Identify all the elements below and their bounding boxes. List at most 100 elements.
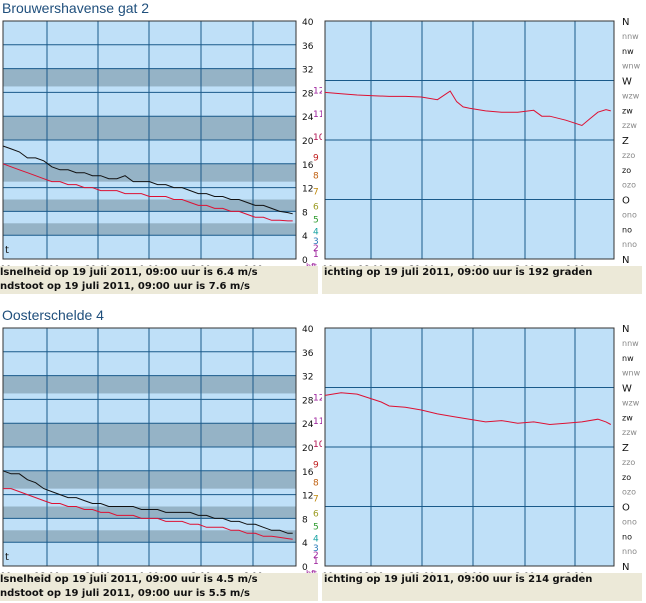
direction-tick-label: zzo [622, 151, 635, 160]
bft-tick-label: 1 [313, 250, 319, 260]
direction-tick-label: O [622, 503, 630, 514]
direction-tick-label: wnw [622, 369, 641, 378]
gust-status-text: ndstoot op 19 juli 2011, 09:00 uur is 7.… [0, 281, 250, 292]
time-tick-label: 3.00 [515, 265, 535, 266]
wind-speed-chart: 0481216202428323640123456789101112bft001… [0, 325, 322, 573]
bft-tick-label: 3 [313, 544, 319, 554]
direction-tick-label: W [622, 384, 632, 395]
bft-tick-label: 12 [313, 86, 322, 96]
bft-tick-label: 4 [313, 227, 319, 237]
ms-tick-label: 28 [302, 89, 314, 99]
bft-tick-label: 8 [313, 172, 319, 182]
ms-tick-label: 20 [302, 137, 314, 147]
direction-tick-label: no [622, 532, 632, 541]
bft-tick-label: 1 [313, 557, 319, 567]
time-tick-label: 18.00 [34, 265, 60, 266]
bft-tick-label: 10 [313, 133, 322, 143]
speed-series-line [3, 488, 293, 540]
bft-tick-label: 4 [313, 534, 319, 544]
direction-status-text: ichting op 19 juli 2011, 09:00 uur is 21… [324, 574, 593, 585]
bft-tick-label: 8 [313, 479, 319, 489]
direction-tick-label: Z [622, 443, 629, 454]
plot-frame [2, 327, 297, 567]
ms-tick-label: 40 [302, 325, 314, 335]
ms-tick-label: 12 [302, 492, 313, 502]
direction-tick-label: zo [622, 473, 631, 482]
direction-tick-label: nno [622, 547, 637, 556]
ms-tick-label: 4 [302, 232, 308, 242]
ms-tick-label: 20 [302, 444, 314, 454]
status-bar-speed: lsnelheid op 19 juli 2011, 09:00 uur is … [0, 266, 318, 294]
direction-tick-label: N [622, 562, 629, 573]
speed-series-line [2, 163, 293, 222]
time-tick-label: 6.00 [243, 572, 263, 573]
ms-tick-label: 0 [302, 563, 308, 573]
direction-tick-label: zzo [622, 458, 635, 467]
direction-tick-label: no [622, 225, 632, 234]
bft-tick-label: 9 [313, 154, 319, 164]
direction-tick-label: zw [622, 413, 633, 422]
direction-tick-label: zo [622, 166, 631, 175]
ms-tick-label: 0 [302, 256, 308, 266]
time-tick-label: 18.00 [358, 572, 384, 573]
direction-tick-label: zzw [622, 428, 637, 437]
direction-tick-label: ono [622, 517, 637, 526]
direction-tick-label: zw [622, 106, 633, 115]
direction-tick-label: N [622, 325, 629, 335]
ms-tick-label: 36 [302, 349, 314, 359]
time-tick-label: 00 [0, 265, 12, 266]
direction-tick-label: nw [622, 354, 634, 363]
gust-status-text: ndstoot op 19 juli 2011, 09:00 uur is 5.… [0, 588, 250, 599]
plot-frame [324, 327, 615, 567]
ms-tick-label: 32 [302, 373, 313, 383]
ms-tick-label: 12 [302, 185, 313, 195]
bft-tick-label: 9 [313, 461, 319, 471]
ms-tick-label: 24 [302, 113, 314, 123]
ms-tick-label: 16 [302, 468, 314, 478]
ms-tick-label: 16 [302, 161, 314, 171]
bft-tick-label: 5 [313, 523, 319, 533]
ms-tick-label: 8 [302, 515, 308, 525]
bft-tick-label: 12 [313, 393, 322, 403]
time-tick-label: 0.00 [463, 265, 483, 266]
bft-tick-label: 5 [313, 216, 319, 226]
bft-unit-label: bft [306, 569, 317, 573]
time-tick-label: 00 [322, 265, 334, 266]
time-tick-label: 21.00 [85, 265, 111, 266]
direction-tick-label: ono [622, 210, 637, 219]
direction-series-line [324, 90, 611, 127]
gust-series-line [2, 145, 293, 215]
ms-tick-label: 36 [302, 42, 314, 52]
time-tick-label: 18.00 [358, 265, 384, 266]
status-bar-direction: ichting op 19 juli 2011, 09:00 uur is 19… [322, 266, 642, 294]
time-tick-label: 0.00 [463, 572, 483, 573]
direction-series-line [324, 392, 612, 426]
gust-series-line [2, 470, 293, 534]
direction-tick-label: nnw [622, 32, 639, 41]
time-tick-label: 6.00 [243, 265, 263, 266]
wind-speed-chart: 0481216202428323640123456789101112bft001… [0, 18, 322, 266]
bft-tick-label: 2 [313, 551, 319, 561]
speed-status-text: lsnelheid op 19 juli 2011, 09:00 uur is … [0, 574, 258, 585]
ms-tick-label: 4 [302, 539, 308, 549]
ms-tick-label: 8 [302, 208, 308, 218]
direction-tick-label: wnw [622, 62, 641, 71]
bft-tick-label: 7 [313, 188, 319, 198]
plot-marker-label: t [5, 245, 9, 256]
bft-tick-label: 2 [313, 244, 319, 254]
direction-tick-label: wzw [622, 91, 640, 100]
direction-tick-label: Z [622, 136, 629, 147]
ms-tick-label: 40 [302, 18, 314, 28]
ms-tick-label: 32 [302, 66, 313, 76]
direction-tick-label: ozo [622, 488, 636, 497]
direction-tick-label: W [622, 77, 632, 88]
bft-tick-label: 11 [313, 110, 322, 120]
direction-tick-label: N [622, 255, 629, 266]
time-tick-label: 0.00 [139, 572, 159, 573]
time-tick-label: 6.00 [565, 265, 585, 266]
time-tick-label: 18.00 [34, 572, 60, 573]
direction-tick-label: N [622, 18, 629, 28]
plot-frame [2, 20, 297, 260]
